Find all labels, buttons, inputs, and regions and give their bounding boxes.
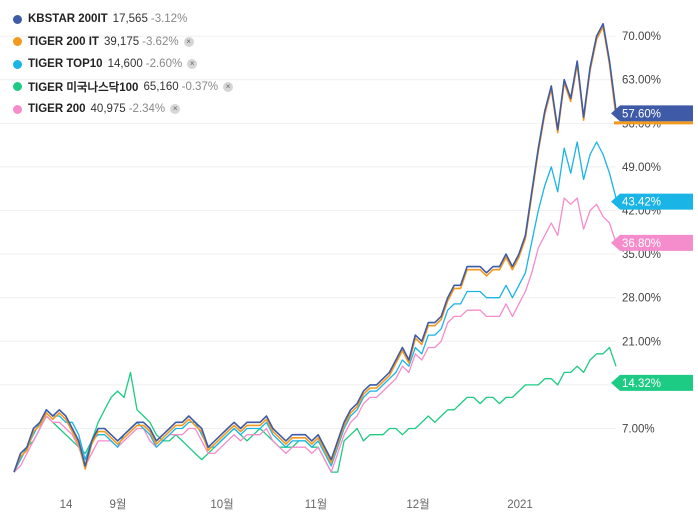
- end-labels: 57.60% 43.42% 36.80% 14.32%: [611, 105, 693, 391]
- x-tick-label: 2021: [507, 499, 533, 511]
- y-tick-label: 70.00%: [622, 31, 661, 43]
- end-label-text: 36.80%: [622, 238, 661, 250]
- legend-item[interactable]: TIGER 미국나스닥100 65,160 -0.37% ×: [10, 76, 234, 99]
- x-axis-ticks: 14 9월 10월 11월 12월 2021: [60, 498, 533, 511]
- legend-name: TIGER TOP10: [28, 58, 103, 71]
- legend-value: 39,175: [103, 35, 140, 48]
- legend-value: 14,600: [107, 58, 143, 71]
- legend-name: TIGER 200 IT: [28, 35, 99, 48]
- legend-change: -2.60%: [145, 58, 183, 71]
- series-line: [13, 346, 617, 473]
- x-tick-label: 10월: [210, 498, 233, 511]
- series-line: [13, 141, 617, 473]
- legend-item[interactable]: KBSTAR 200IT 17,565 -3.12%: [10, 8, 233, 31]
- y-tick-label: 49.00%: [622, 162, 661, 174]
- grid-lines: [0, 35, 616, 429]
- legend-change: -3.12%: [150, 13, 188, 26]
- close-icon[interactable]: ×: [187, 59, 198, 70]
- end-label-tag: [611, 234, 693, 251]
- legend-item[interactable]: TIGER 200 40,975 -2.34% ×: [10, 98, 233, 121]
- close-icon[interactable]: ×: [183, 36, 194, 47]
- end-label-tag: [611, 374, 693, 391]
- legend-change: -3.62%: [142, 35, 179, 48]
- end-label-tag: [611, 193, 693, 210]
- series-line: [13, 22, 617, 473]
- y-tick-label: 21.00%: [622, 336, 661, 348]
- series-lines: [13, 22, 617, 473]
- legend-color-dot: [13, 37, 22, 47]
- legend-color-dot: [13, 59, 22, 69]
- end-label-tag: [611, 105, 693, 122]
- legend-name: KBSTAR 200IT: [28, 13, 108, 26]
- legend-color-dot: [13, 14, 22, 24]
- legend-name: TIGER 200: [28, 103, 86, 116]
- close-icon[interactable]: ×: [170, 104, 181, 115]
- legend-item[interactable]: TIGER 200 IT 39,175 -3.62% ×: [10, 31, 233, 54]
- end-value-label: 14.32%: [611, 374, 693, 391]
- legend-value: 17,565: [112, 13, 148, 26]
- legend-change: -0.37%: [181, 80, 219, 93]
- y-tick-label: 35.00%: [622, 249, 661, 261]
- close-icon[interactable]: ×: [223, 81, 234, 92]
- y-axis-ticks: 7.00%14.00%21.00%28.00%35.00%42.00%49.00…: [622, 31, 661, 435]
- legend-color-dot: [13, 104, 22, 114]
- end-value-label: 57.60%: [611, 105, 693, 125]
- x-tick-label: 14: [60, 499, 73, 511]
- legend: KBSTAR 200IT 17,565 -3.12% TIGER 200 IT 39,1…: [10, 8, 234, 121]
- end-label-underlay: [614, 121, 693, 125]
- x-tick-label: 12월: [406, 498, 429, 511]
- end-label-text: 14.32%: [622, 378, 661, 390]
- end-label-text: 57.60%: [622, 108, 661, 120]
- legend-change: -2.34%: [128, 103, 166, 116]
- y-tick-label: 28.00%: [622, 293, 661, 305]
- legend-value: 65,160: [143, 80, 179, 93]
- end-label-text: 43.42%: [622, 197, 661, 209]
- legend-color-dot: [13, 82, 22, 92]
- y-tick-label: 7.00%: [622, 423, 655, 435]
- legend-item[interactable]: TIGER TOP10 14,600 -2.60% ×: [10, 53, 233, 76]
- legend-value: 40,975: [90, 103, 126, 116]
- x-tick-label: 9월: [110, 498, 127, 511]
- legend-name: TIGER 미국나스닥100: [28, 81, 139, 94]
- end-value-label: 43.42%: [611, 193, 693, 210]
- series-line: [13, 25, 617, 473]
- end-value-label: 36.80%: [611, 234, 693, 251]
- y-tick-label: 63.00%: [622, 75, 661, 87]
- x-tick-label: 11월: [305, 498, 328, 511]
